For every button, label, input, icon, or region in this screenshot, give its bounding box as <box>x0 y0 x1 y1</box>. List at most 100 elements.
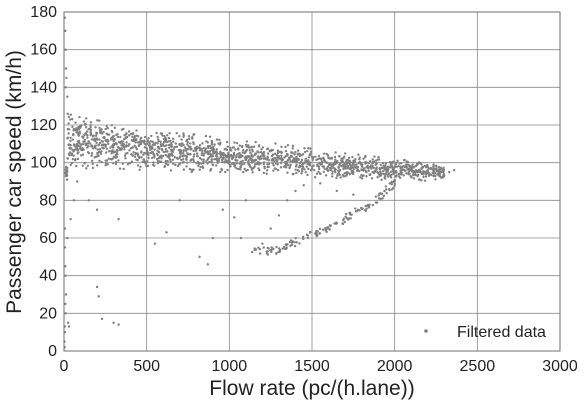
data-point <box>377 194 380 197</box>
data-point <box>84 123 87 126</box>
data-point <box>117 159 120 162</box>
data-point <box>209 169 212 172</box>
data-point <box>95 164 99 167</box>
data-point <box>81 136 85 139</box>
data-point <box>78 125 82 128</box>
data-point <box>217 157 221 160</box>
data-point <box>142 158 146 161</box>
data-point <box>304 171 307 174</box>
data-point <box>185 149 188 152</box>
data-point <box>293 153 296 156</box>
data-point <box>260 148 263 151</box>
data-point <box>341 157 344 160</box>
data-point <box>270 246 273 249</box>
data-point <box>390 180 393 184</box>
data-point <box>90 154 93 157</box>
data-point <box>129 132 133 136</box>
data-point <box>218 138 221 141</box>
data-point <box>381 197 384 200</box>
data-point <box>206 158 209 161</box>
plot-frame <box>63 11 561 352</box>
data-point <box>244 158 248 162</box>
data-point <box>112 151 115 154</box>
data-point <box>160 157 163 160</box>
data-point <box>71 125 74 129</box>
data-point <box>429 167 432 171</box>
y-tick-labels: 0 20 40 60 80 100 120 140 160 180 <box>30 4 57 360</box>
data-point <box>82 120 86 123</box>
data-point <box>208 144 212 148</box>
data-point <box>141 160 144 164</box>
data-point <box>69 163 72 167</box>
data-point <box>426 163 429 167</box>
data-point <box>144 162 147 165</box>
data-point <box>84 143 88 147</box>
data-point <box>300 158 304 162</box>
data-point <box>146 164 150 168</box>
data-point <box>291 151 294 154</box>
data-point <box>125 132 128 135</box>
data-point <box>189 142 192 145</box>
data-point <box>187 134 191 138</box>
data-point <box>92 134 95 137</box>
data-point <box>171 162 175 165</box>
data-point <box>334 171 337 174</box>
legend-label: Filtered data <box>457 324 546 341</box>
data-point <box>317 165 321 168</box>
data-point <box>78 115 81 119</box>
data-point <box>182 134 185 137</box>
data-points <box>63 16 456 349</box>
data-point <box>216 158 219 162</box>
data-point <box>271 162 275 165</box>
data-point <box>91 162 94 166</box>
data-point <box>370 177 374 180</box>
data-point <box>261 242 264 245</box>
data-point <box>194 146 197 150</box>
data-point <box>207 146 210 150</box>
data-point <box>167 153 171 157</box>
data-point <box>212 148 216 151</box>
data-point <box>67 115 71 119</box>
data-point <box>228 160 231 163</box>
data-point <box>215 155 219 158</box>
data-point <box>159 140 162 143</box>
data-point <box>101 146 104 150</box>
data-point <box>275 251 278 255</box>
data-point <box>206 162 209 165</box>
data-point <box>138 168 141 172</box>
data-point <box>198 168 201 171</box>
data-point <box>106 138 109 142</box>
data-point <box>100 160 103 164</box>
data-point <box>389 165 392 168</box>
data-point <box>414 171 417 174</box>
data-point <box>231 146 234 149</box>
data-point <box>134 146 138 149</box>
data-point <box>271 153 275 156</box>
data-point <box>295 155 298 159</box>
data-point <box>214 150 218 154</box>
data-point <box>313 176 317 179</box>
data-point <box>434 164 438 168</box>
data-point <box>410 176 413 179</box>
data-point <box>294 165 298 168</box>
data-point <box>293 241 296 244</box>
data-point <box>70 161 74 165</box>
data-point <box>123 148 126 151</box>
data-point <box>355 163 358 166</box>
data-point <box>291 147 294 150</box>
data-point <box>75 142 79 146</box>
data-point <box>171 150 174 153</box>
data-point <box>414 173 417 176</box>
data-point <box>195 154 199 158</box>
data-point <box>305 233 309 236</box>
data-point <box>153 242 157 245</box>
data-point <box>189 159 192 162</box>
data-point <box>97 143 101 147</box>
data-point <box>227 157 230 160</box>
data-point <box>70 153 73 157</box>
data-point <box>221 157 224 161</box>
data-point <box>399 172 403 175</box>
y-tick-label: 140 <box>30 79 57 96</box>
data-point <box>302 184 305 187</box>
data-point <box>236 167 239 171</box>
